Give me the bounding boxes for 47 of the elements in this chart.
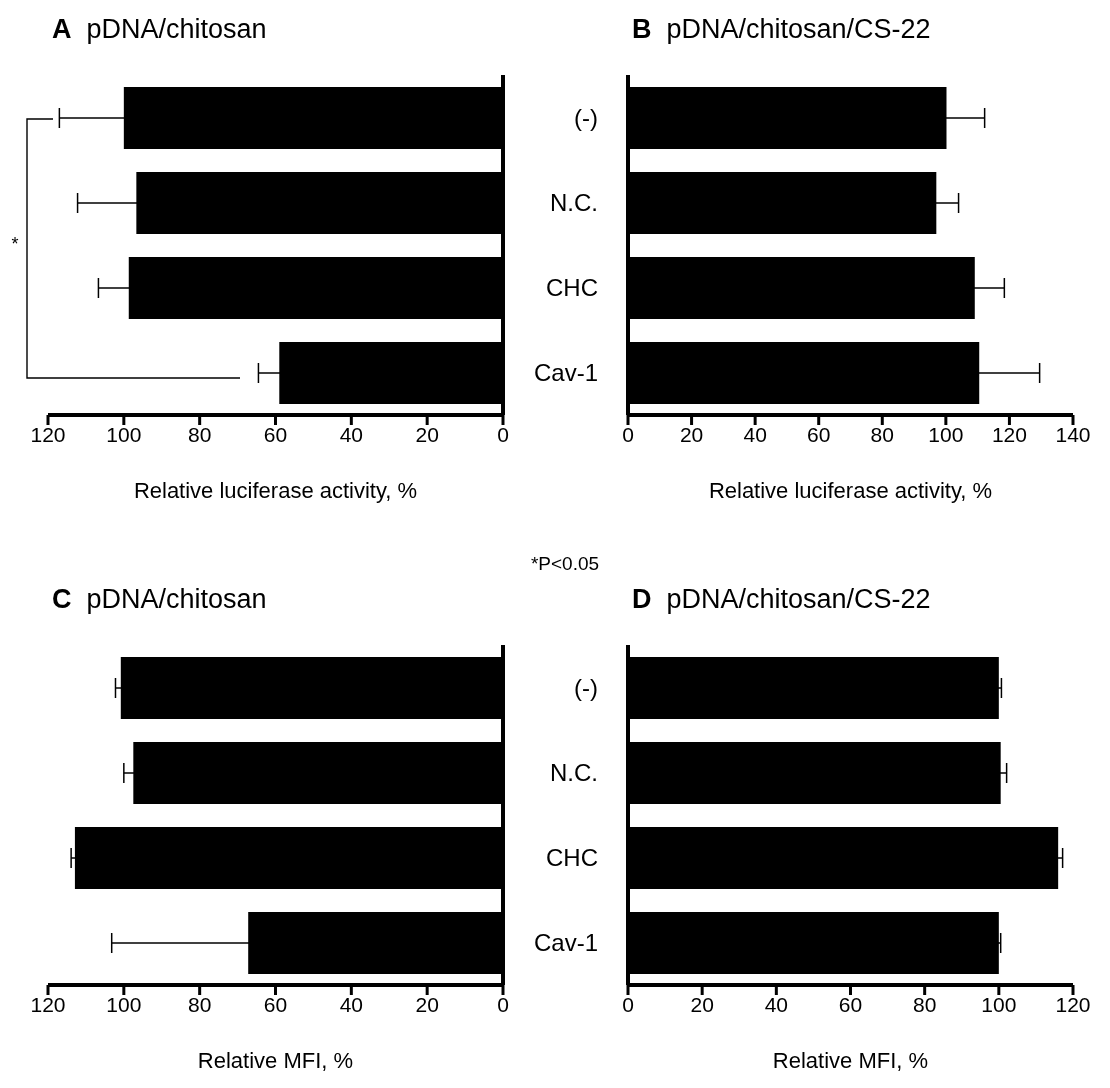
x-axis-title: Relative MFI, % — [197, 1048, 354, 1073]
text: * — [11, 234, 19, 254]
x-tick-label: 60 — [263, 422, 288, 446]
y-tick-label: (-) — [574, 104, 598, 132]
x-tick-label: 140 — [1055, 422, 1091, 446]
x-tick-label: 60 — [838, 992, 863, 1016]
x-tick-label: 120 — [30, 422, 66, 446]
chart-title: D pDNA/chitosan/CS-22 — [632, 584, 931, 615]
y-tick-label: Cav-1 — [533, 929, 598, 957]
x-axis-title: Relative MFI, % — [772, 1048, 929, 1073]
x-tick-label: 20 — [679, 422, 704, 446]
x-axis-title: Relative luciferase activity, % — [133, 478, 418, 503]
x-tick-label: 120 — [1055, 992, 1091, 1016]
y-tick-label: Cav-1 — [533, 359, 598, 387]
x-tick-label: 100 — [106, 992, 142, 1016]
x-tick-label: 40 — [743, 422, 767, 446]
x-tick-label: 0 — [622, 422, 634, 446]
x-tick-label: 40 — [764, 992, 789, 1016]
x-axis-title: Relative luciferase activity, % — [708, 478, 993, 503]
x-tick-label: 100 — [928, 422, 964, 446]
x-tick-label: 0 — [497, 422, 509, 446]
chart-title: C pDNA/chitosan — [52, 584, 267, 615]
text: *P<0.05 — [530, 553, 600, 574]
x-tick-label: 0 — [622, 992, 634, 1016]
x-tick-label: 80 — [870, 422, 894, 446]
x-tick-label: 100 — [981, 992, 1017, 1016]
x-tick-label: 100 — [106, 422, 142, 446]
x-tick-label: 20 — [415, 992, 439, 1016]
x-tick-label: 120 — [991, 422, 1027, 446]
chart-title: B pDNA/chitosan/CS-22 — [632, 14, 931, 45]
x-tick-label: 80 — [187, 422, 212, 446]
x-tick-label: 20 — [690, 992, 714, 1016]
x-tick-label: 120 — [30, 992, 66, 1016]
x-tick-label: 60 — [263, 992, 288, 1016]
x-tick-label: 0 — [497, 992, 509, 1016]
y-tick-label: CHC — [546, 844, 598, 872]
y-tick-label: N.C. — [550, 759, 598, 787]
y-tick-label: N.C. — [550, 189, 598, 217]
y-tick-label: (-) — [574, 674, 598, 702]
x-tick-label: 40 — [339, 992, 364, 1016]
x-tick-label: 80 — [187, 992, 212, 1016]
x-tick-label: 80 — [912, 992, 937, 1016]
y-tick-label: CHC — [546, 274, 598, 302]
chart-title: A pDNA/chitosan — [52, 14, 267, 45]
x-tick-label: 60 — [807, 422, 831, 446]
x-tick-label: 20 — [415, 422, 439, 446]
x-tick-label: 40 — [339, 422, 364, 446]
